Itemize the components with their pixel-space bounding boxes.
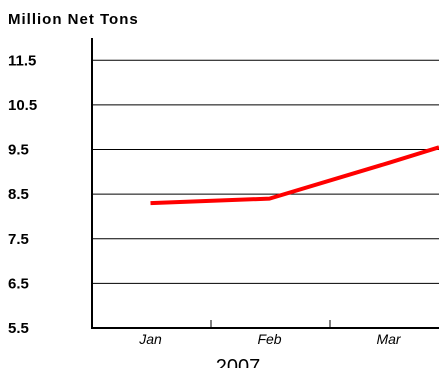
x-axis-title: 2007	[216, 356, 261, 368]
y-tick-label: 6.5	[8, 275, 29, 292]
series-line	[150, 145, 439, 206]
y-tick-label: 9.5	[8, 142, 29, 159]
y-axis-labels: 5.5 6.5 7.5 8.5 9.5 10.5 11.5	[8, 52, 37, 337]
x-axis-labels: Jan Feb Mar	[138, 331, 402, 347]
y-tick-label: 8.5	[8, 186, 29, 203]
grid-lines	[92, 59, 439, 284]
y-tick-label: 5.5	[8, 320, 29, 337]
series-group	[150, 145, 439, 206]
x-tick-label: Feb	[257, 331, 281, 347]
x-tick-label: Jan	[138, 331, 162, 347]
y-tick-label: 11.5	[8, 52, 36, 69]
y-tick-label: 10.5	[8, 97, 37, 114]
x-tick-label: Mar	[376, 331, 401, 347]
x-axis-ticks	[210, 320, 331, 328]
unit-label: Million Net Tons	[8, 11, 139, 28]
y-tick-label: 7.5	[8, 231, 29, 248]
